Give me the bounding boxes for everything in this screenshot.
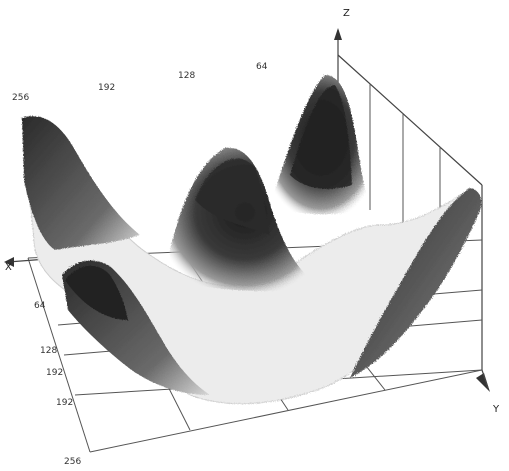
- y-tick-label: 192: [46, 368, 63, 378]
- peak-back-left: [22, 116, 140, 250]
- x-axis-arrow: [4, 257, 14, 267]
- x-tick-labels: 256 192 128 64: [12, 62, 268, 103]
- surface: [21, 75, 482, 405]
- z-axis-arrow: [334, 28, 342, 40]
- peak-back-center-shadow: [195, 158, 270, 235]
- x-tick-label: 128: [178, 71, 195, 81]
- y-axis-label: Y: [492, 404, 500, 415]
- y-tick-label: 256: [64, 457, 81, 467]
- x-tick-label: 64: [256, 62, 268, 72]
- x-axis-label: X: [5, 262, 12, 273]
- back-wall-top-edge: [337, 54, 483, 186]
- peak-front-left-shadow: [65, 265, 128, 320]
- y-axis-arrow: [476, 373, 490, 392]
- floor-left-edge: [27, 257, 91, 453]
- z-axis-label: Z: [343, 8, 350, 19]
- x-tick-label: 256: [12, 93, 29, 103]
- y-tick-label: 64: [34, 301, 46, 311]
- y-axis-line: [481, 369, 489, 389]
- peak-back-right-shadow: [290, 85, 352, 189]
- peak-front-right: [350, 188, 482, 378]
- left-edge-tick-labels: 64 128 192 192 256: [34, 301, 81, 467]
- floor-front-edge: [89, 369, 483, 453]
- x-tick-label: 192: [98, 83, 115, 93]
- y-tick-label: 192: [56, 398, 73, 408]
- y-tick-label: 128: [40, 346, 57, 356]
